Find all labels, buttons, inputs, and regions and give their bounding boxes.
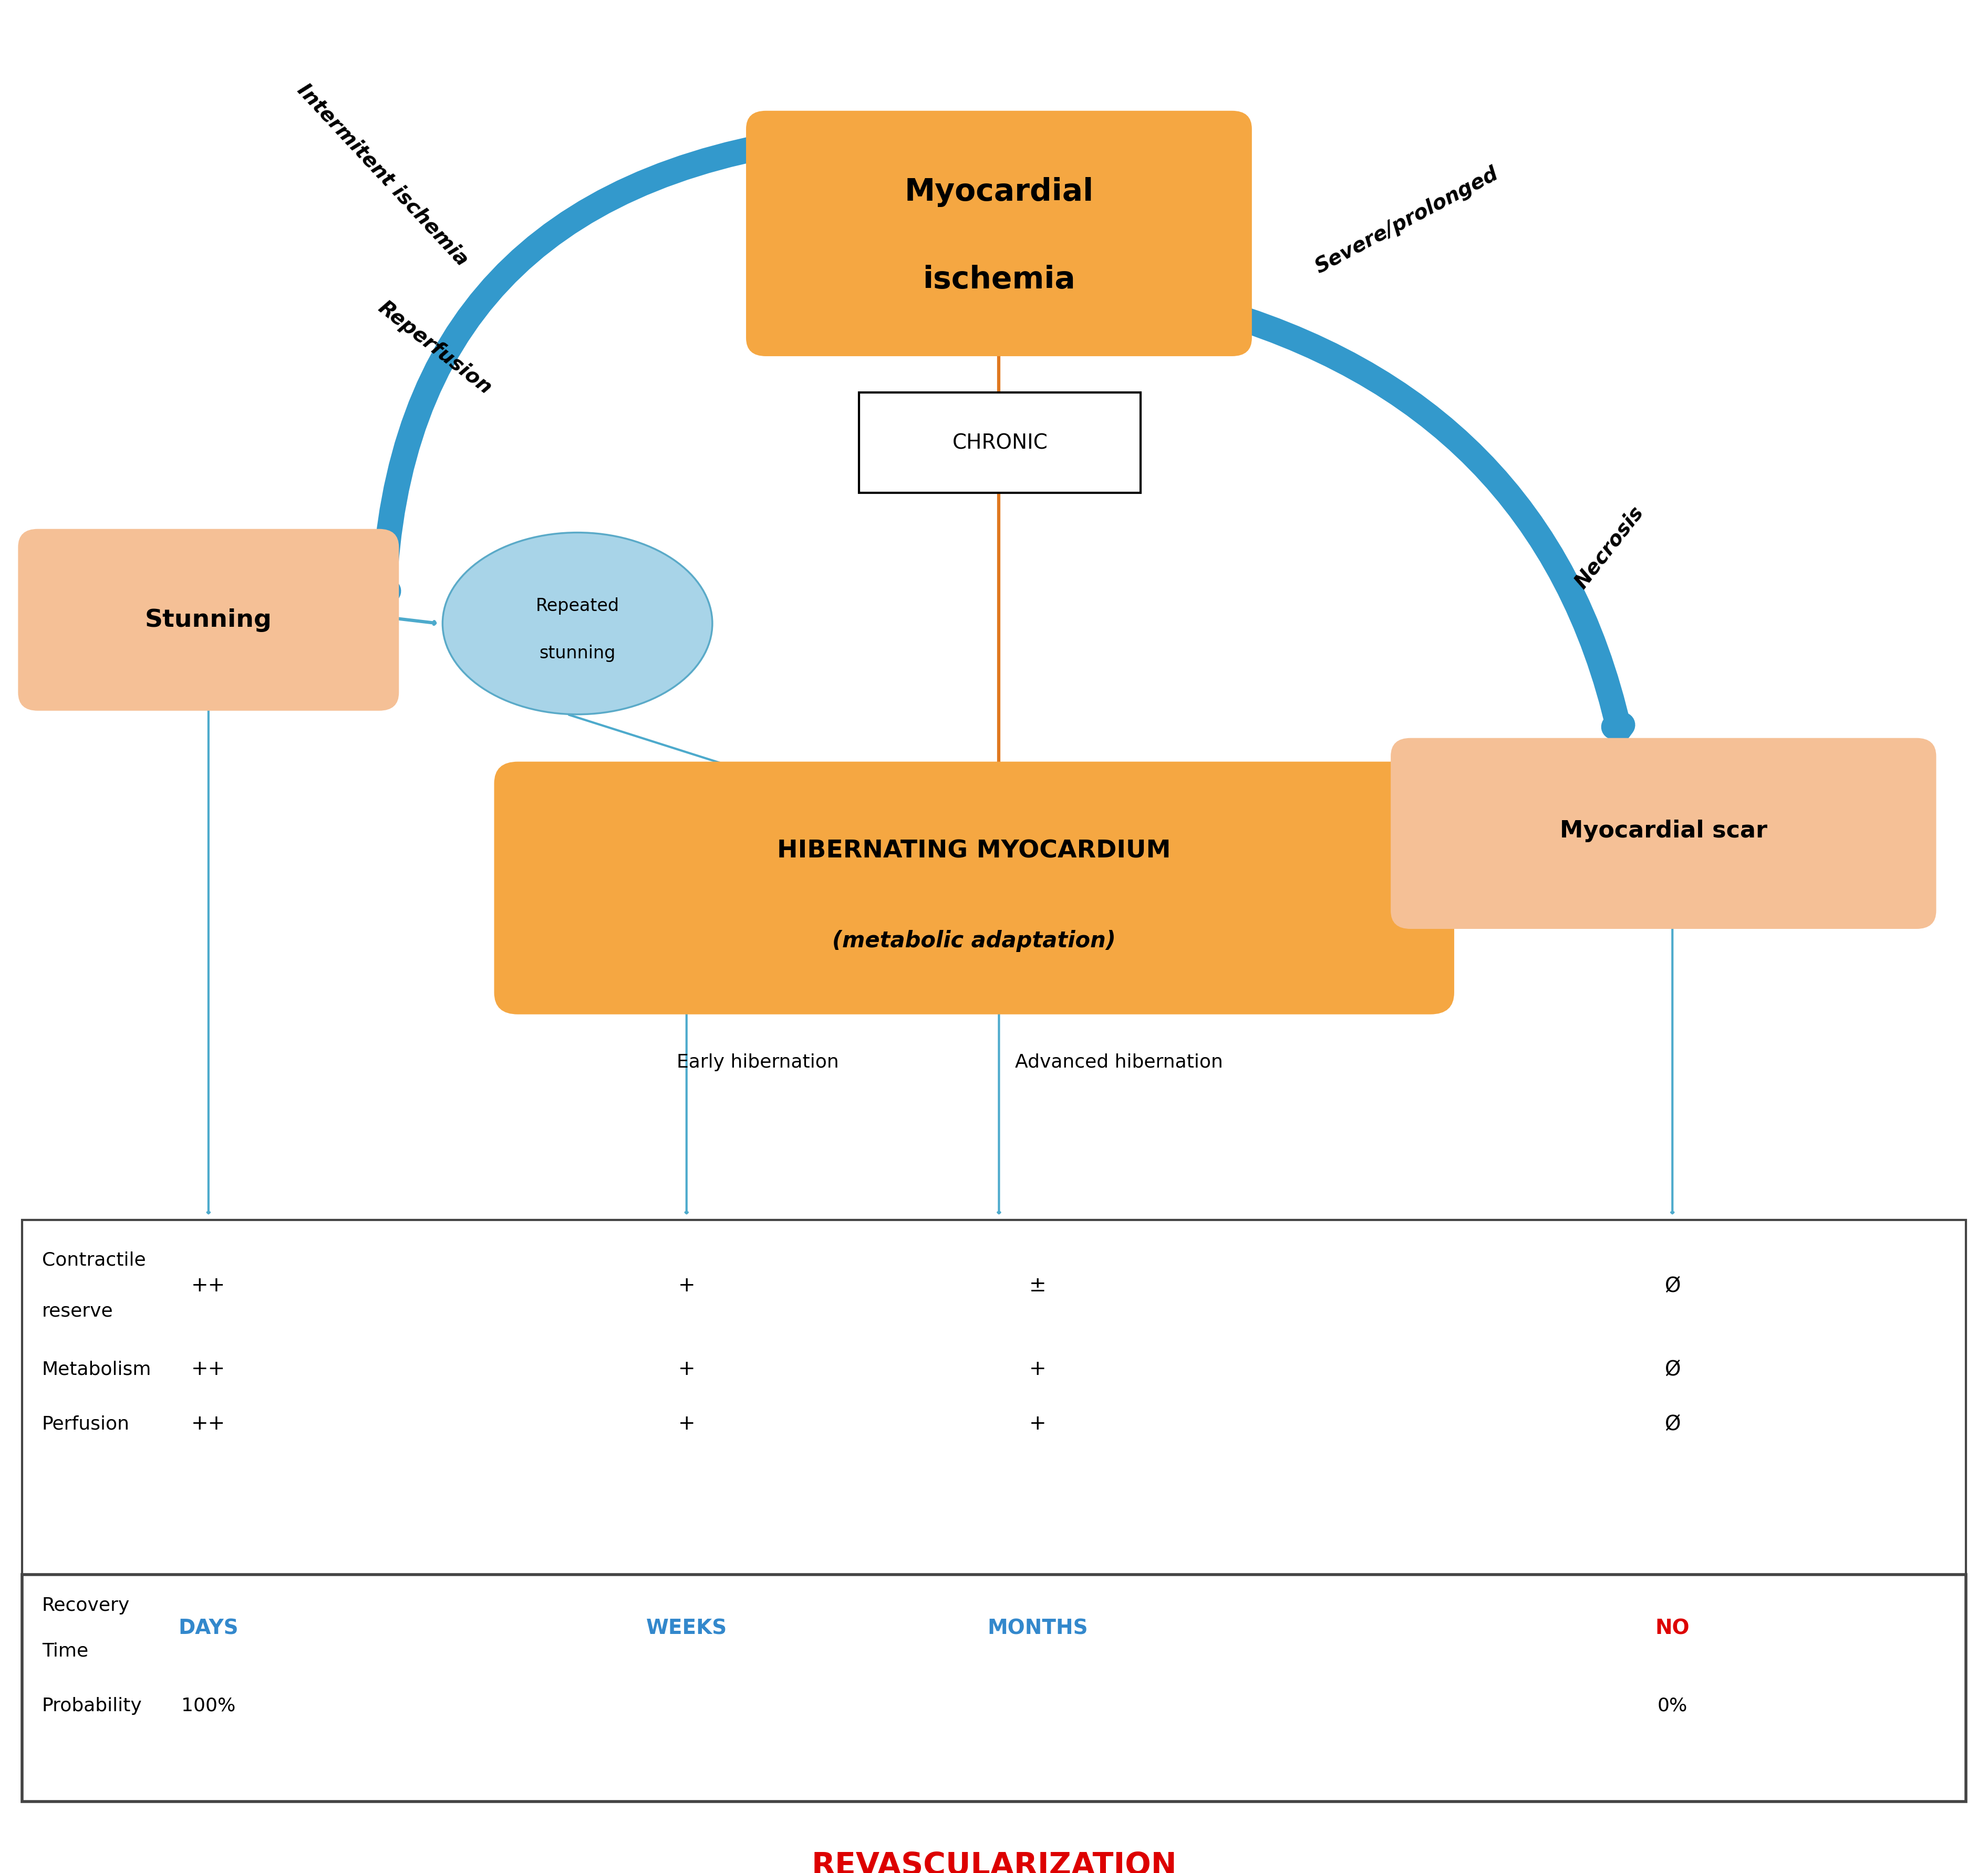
Bar	[22, 1219, 1966, 1575]
FancyBboxPatch shape	[745, 111, 1252, 356]
Text: MONTHS: MONTHS	[988, 1618, 1087, 1639]
Text: Ø: Ø	[1664, 1414, 1680, 1433]
Text: Recovery: Recovery	[42, 1596, 129, 1615]
Text: Repeated: Repeated	[535, 597, 618, 614]
Text: Intermitent ischemia: Intermitent ischemia	[294, 81, 473, 270]
Text: WEEKS: WEEKS	[646, 1618, 728, 1639]
Text: +: +	[1030, 1414, 1046, 1433]
FancyBboxPatch shape	[18, 530, 400, 712]
Text: Probability: Probability	[42, 1697, 141, 1714]
Text: +: +	[1030, 1360, 1046, 1379]
Text: 0%: 0%	[1658, 1697, 1688, 1714]
Text: DAYS: DAYS	[179, 1618, 239, 1639]
Text: ±: ±	[1030, 1276, 1046, 1296]
Text: Reperfusion: Reperfusion	[374, 298, 495, 397]
Text: Contractile: Contractile	[42, 1251, 145, 1268]
Text: Advanced hibernation: Advanced hibernation	[1014, 1053, 1223, 1071]
Text: Perfusion: Perfusion	[42, 1414, 129, 1433]
Text: reserve: reserve	[42, 1302, 113, 1320]
Text: CHRONIC: CHRONIC	[952, 433, 1048, 453]
Text: REVASCULARIZATION: REVASCULARIZATION	[811, 1851, 1177, 1873]
Text: 100%: 100%	[181, 1697, 237, 1714]
Text: Ø: Ø	[1664, 1360, 1680, 1379]
Text: Myocardial: Myocardial	[905, 178, 1093, 208]
Text: ++: ++	[191, 1276, 225, 1296]
Text: Stunning: Stunning	[145, 609, 272, 631]
Text: Myocardial scar: Myocardial scar	[1561, 819, 1767, 843]
Text: Early hibernation: Early hibernation	[676, 1053, 839, 1071]
Ellipse shape	[443, 534, 712, 715]
Text: ischemia: ischemia	[922, 264, 1076, 294]
FancyBboxPatch shape	[495, 762, 1453, 1015]
Text: ++: ++	[191, 1414, 225, 1433]
Text: stunning: stunning	[539, 644, 616, 661]
Text: ++: ++	[191, 1360, 225, 1379]
Text: Metabolism: Metabolism	[42, 1360, 151, 1379]
Bar	[859, 393, 1141, 493]
Text: HIBERNATING MYOCARDIUM: HIBERNATING MYOCARDIUM	[777, 839, 1171, 862]
Text: Severe/prolonged: Severe/prolonged	[1312, 163, 1501, 277]
Text: +: +	[678, 1360, 696, 1379]
FancyBboxPatch shape	[1392, 738, 1936, 929]
Text: NO: NO	[1656, 1618, 1690, 1639]
Text: Necrosis: Necrosis	[1571, 502, 1648, 592]
Text: Time: Time	[42, 1643, 87, 1659]
Text: Ø: Ø	[1664, 1276, 1680, 1296]
Text: +: +	[678, 1276, 696, 1296]
Text: (metabolic adaptation): (metabolic adaptation)	[833, 929, 1115, 951]
Text: +: +	[678, 1414, 696, 1433]
Bar	[22, 1575, 1966, 1802]
